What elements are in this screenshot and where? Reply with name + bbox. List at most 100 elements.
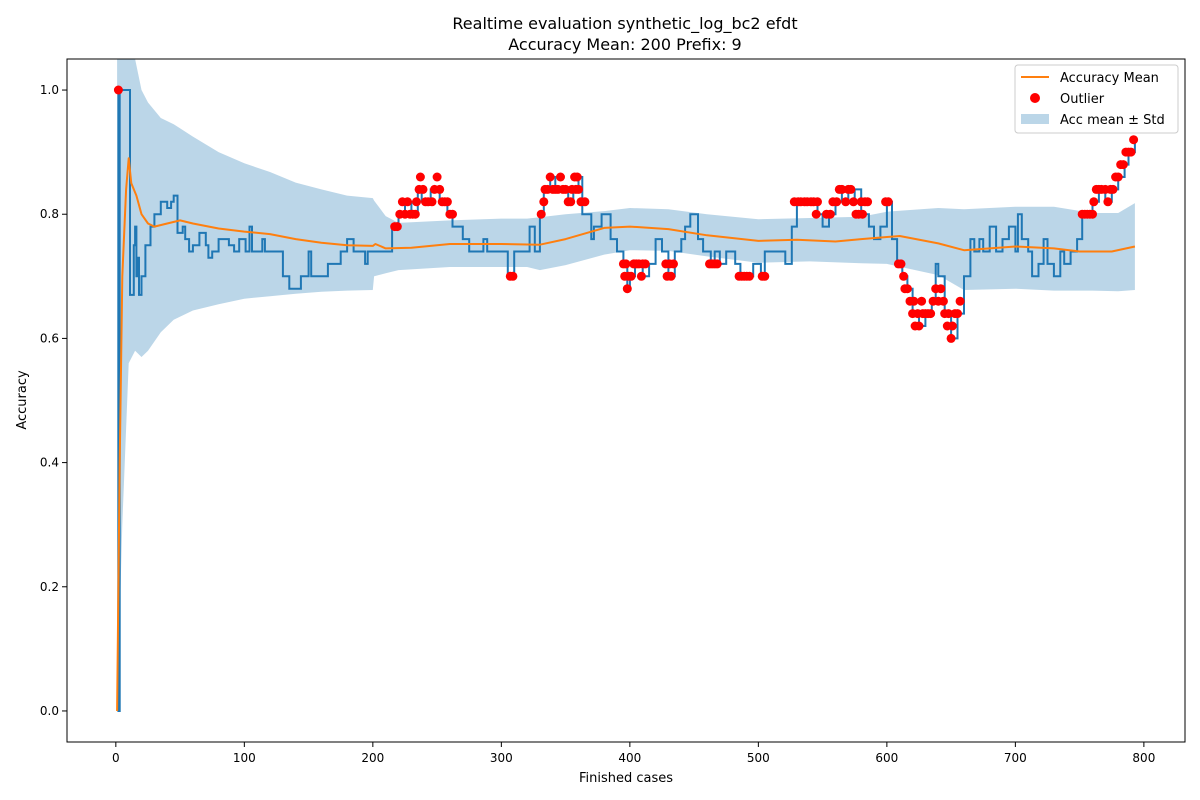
outlier-point xyxy=(712,259,722,269)
outlier-point xyxy=(813,197,822,207)
y-tick-label: 0.8 xyxy=(40,207,59,221)
outlier-point xyxy=(669,259,678,269)
outlier-point xyxy=(883,197,893,207)
outlier-point xyxy=(666,271,676,281)
outlier-point xyxy=(539,197,549,207)
outlier-point xyxy=(947,321,957,331)
outlier-point xyxy=(914,321,924,331)
outlier-point xyxy=(841,197,851,207)
outlier-point xyxy=(636,271,646,281)
outlier-point xyxy=(1113,172,1123,182)
outlier-point xyxy=(1118,160,1128,170)
outlier-point xyxy=(858,209,867,219)
x-tick-label: 700 xyxy=(1004,751,1027,765)
y-tick-label: 0.4 xyxy=(40,456,59,470)
outlier-point xyxy=(536,209,546,219)
outlier-point xyxy=(442,197,452,207)
legend-band-swatch xyxy=(1021,114,1049,124)
outlier-point xyxy=(427,197,437,207)
outlier-point xyxy=(113,85,123,95)
outlier-point xyxy=(909,296,919,306)
outlier-point xyxy=(811,209,821,219)
x-tick-label: 400 xyxy=(618,751,641,765)
y-tick-label: 0.2 xyxy=(40,580,59,594)
outlier-point xyxy=(448,209,457,219)
accuracy-series-line xyxy=(117,89,1136,712)
outlier-point xyxy=(1088,209,1097,219)
legend-mean-label: Accuracy Mean xyxy=(1060,71,1159,86)
outlier-point xyxy=(410,209,420,219)
outlier-point xyxy=(944,309,953,319)
outlier-point xyxy=(580,197,590,207)
outlier-point xyxy=(832,197,842,207)
outlier-point xyxy=(561,184,571,194)
outlier-point xyxy=(837,184,847,194)
x-tick-label: 800 xyxy=(1132,751,1155,765)
std-band-layer xyxy=(117,59,1135,711)
x-tick-label: 600 xyxy=(875,751,898,765)
mean-line-layer xyxy=(116,157,1136,712)
accuracy-line-layer xyxy=(117,89,1136,712)
outlier-point xyxy=(946,333,956,343)
outlier-point xyxy=(863,197,873,207)
x-tick-label: 200 xyxy=(361,751,384,765)
outlier-point xyxy=(849,197,858,207)
outlier-point xyxy=(574,184,583,194)
outlier-point xyxy=(392,222,402,232)
x-tick-label: 0 xyxy=(112,751,120,765)
outlier-point xyxy=(953,309,962,319)
plot-frame xyxy=(66,58,1186,743)
legend: Accuracy Mean Outlier Acc mean ± Std xyxy=(1014,64,1179,134)
outlier-point xyxy=(760,271,770,281)
x-tick-label: 100 xyxy=(233,751,256,765)
x-axis-label: Finished cases xyxy=(579,771,673,786)
outlier-point xyxy=(412,197,421,207)
outlier-point xyxy=(572,172,582,182)
y-tick-label: 0.6 xyxy=(40,331,59,345)
outlier-point xyxy=(621,259,631,269)
x-tick-label: 300 xyxy=(490,751,513,765)
outlier-point xyxy=(955,296,965,306)
chart-subtitle: Accuracy Mean: 200 Prefix: 9 xyxy=(508,35,741,54)
accuracy-mean-line xyxy=(116,157,1136,712)
outlier-point xyxy=(622,284,632,294)
outlier-point xyxy=(1089,197,1099,207)
outlier-point xyxy=(825,209,835,219)
outlier-point xyxy=(1129,135,1139,145)
legend-band-label: Acc mean ± Std xyxy=(1060,113,1165,128)
y-axis-label: Accuracy xyxy=(15,370,30,430)
outlier-point xyxy=(418,184,428,194)
std-band xyxy=(117,59,1135,711)
outlier-point xyxy=(1126,147,1136,157)
outlier-point xyxy=(556,172,565,182)
outlier-point xyxy=(545,172,555,182)
outlier-point xyxy=(744,271,754,281)
outlier-point xyxy=(435,184,445,194)
y-tick-label: 1.0 xyxy=(40,83,59,97)
outlier-point xyxy=(1103,197,1113,207)
outlier-point xyxy=(938,296,948,306)
outlier-point xyxy=(926,309,936,319)
outlier-point xyxy=(415,172,425,182)
outlier-point xyxy=(896,259,906,269)
outlier-point xyxy=(640,259,650,269)
x-tick-label: 500 xyxy=(747,751,770,765)
outlier-point xyxy=(917,296,927,306)
outlier-point xyxy=(936,284,946,294)
outlier-point xyxy=(566,197,576,207)
outlier-point xyxy=(899,271,909,281)
outlier-point xyxy=(403,197,412,207)
outlier-point xyxy=(432,172,442,182)
y-tick-label: 0.0 xyxy=(40,704,59,718)
chart-title: Realtime evaluation synthetic_log_bc2 ef… xyxy=(452,14,797,34)
legend-outlier-swatch xyxy=(1030,93,1040,103)
legend-box xyxy=(1014,64,1179,134)
outlier-point xyxy=(846,184,856,194)
outlier-point xyxy=(902,284,912,294)
legend-outlier-label: Outlier xyxy=(1060,92,1105,107)
outlier-point xyxy=(626,271,636,281)
outlier-point xyxy=(1108,184,1118,194)
y-axis-ticks: 0.0 0.2 0.4 0.6 0.8 1.0 xyxy=(40,83,67,718)
